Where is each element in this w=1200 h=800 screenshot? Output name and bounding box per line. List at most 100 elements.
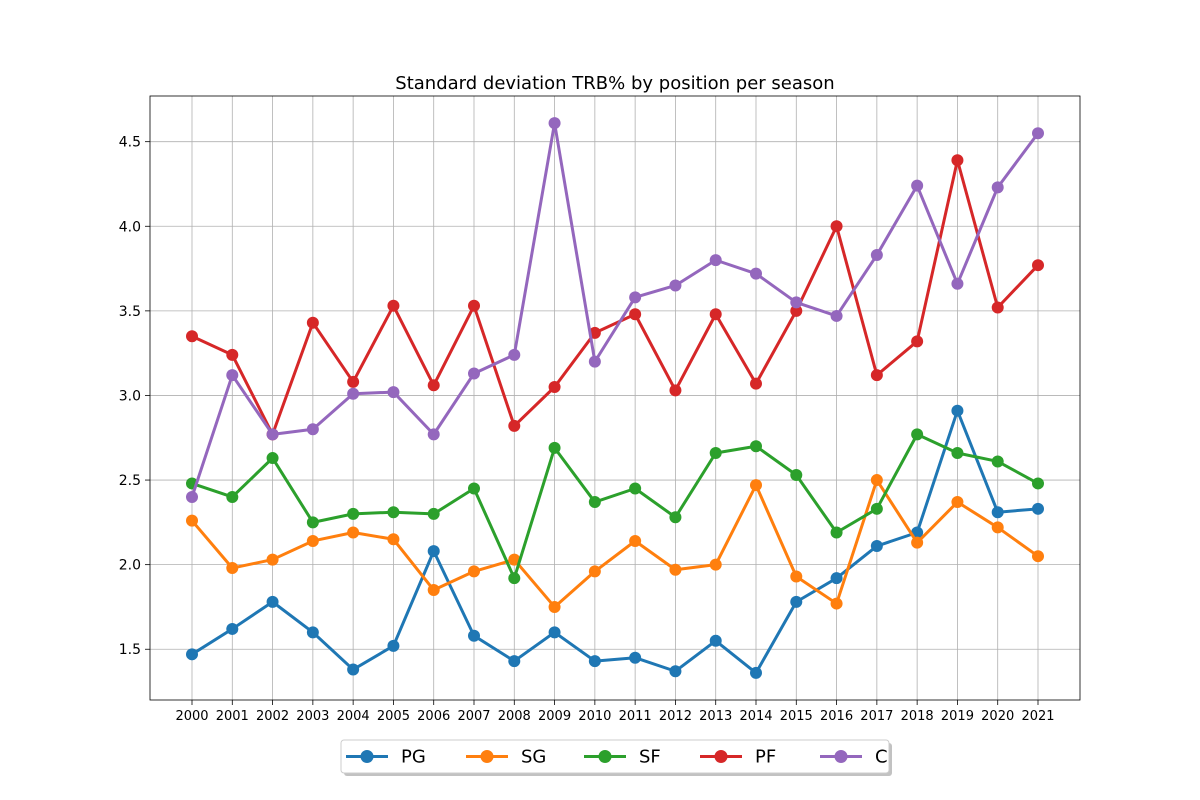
data-point-sg	[347, 526, 360, 539]
data-point-pf	[951, 154, 964, 167]
data-point-sf	[427, 507, 440, 520]
data-point-pg	[991, 506, 1004, 519]
x-tick-label: 2014	[739, 709, 772, 724]
legend-label: PG	[401, 747, 426, 768]
series-layer	[186, 117, 1044, 679]
data-point-sg	[951, 496, 964, 509]
y-tick-label: 3.0	[119, 388, 141, 404]
series-line-sf	[191, 432, 1039, 580]
legend-label: C	[875, 747, 888, 768]
data-point-pg	[427, 545, 440, 558]
legend-item-sf: SF	[584, 747, 661, 768]
data-point-pg	[508, 655, 521, 668]
data-point-sg	[186, 514, 198, 527]
x-tick-label: 2003	[296, 709, 329, 724]
legend-swatch-marker	[834, 750, 848, 763]
data-point-sf	[991, 455, 1004, 468]
legend-item-pg: PG	[346, 747, 426, 768]
data-point-sf	[548, 441, 561, 454]
data-point-c	[629, 291, 642, 304]
data-point-pf	[508, 419, 521, 432]
y-tick-label: 4.0	[119, 219, 141, 235]
data-point-pf	[468, 299, 480, 312]
data-point-c	[548, 117, 561, 130]
x-tick-label: 2015	[780, 709, 813, 724]
data-point-c	[750, 267, 762, 280]
data-point-sg	[669, 563, 682, 576]
data-point-pf	[830, 220, 843, 233]
data-point-c	[870, 249, 883, 262]
data-point-sf	[790, 468, 803, 481]
legend-label: PF	[755, 747, 776, 768]
data-point-pf	[991, 301, 1004, 314]
data-point-c	[790, 296, 803, 309]
data-point-sf	[911, 428, 924, 441]
data-point-sg	[306, 534, 319, 547]
legend-swatch-marker	[714, 750, 728, 763]
series-line-pf	[191, 158, 1040, 436]
data-point-pg	[951, 404, 964, 417]
data-point-sf	[830, 526, 843, 539]
legend-label: SF	[639, 747, 661, 768]
x-tick-label: 2011	[619, 709, 652, 724]
data-point-sg	[387, 533, 400, 546]
data-point-pf	[629, 308, 642, 321]
series-line-c	[190, 121, 1040, 498]
data-point-c	[186, 490, 198, 503]
data-point-pf	[750, 377, 762, 390]
data-point-pg	[468, 629, 480, 642]
x-tick-label: 2018	[901, 709, 934, 724]
data-point-sg	[830, 597, 843, 610]
x-tick-label: 2001	[216, 709, 249, 724]
series-sf	[186, 428, 1044, 585]
series-sg	[186, 474, 1044, 613]
data-point-pg	[830, 572, 843, 585]
data-point-sf	[709, 446, 722, 459]
data-point-c	[468, 367, 480, 380]
data-point-pf	[186, 330, 198, 343]
legend-swatch-marker	[598, 750, 612, 763]
data-point-pf	[226, 348, 239, 361]
data-point-c	[306, 423, 319, 436]
data-point-sg	[266, 553, 279, 566]
data-point-c	[991, 181, 1004, 194]
data-point-pg	[750, 666, 762, 679]
data-point-pg	[266, 595, 279, 608]
data-point-sg	[870, 474, 883, 487]
data-point-sf	[669, 511, 682, 524]
data-point-pg	[306, 626, 319, 639]
data-point-pg	[870, 540, 883, 553]
data-point-sg	[709, 558, 722, 571]
x-tick-label: 2006	[417, 709, 450, 724]
data-point-pg	[669, 665, 682, 678]
series-pf	[186, 154, 1044, 441]
data-point-pf	[870, 369, 883, 382]
data-point-sg	[427, 584, 440, 597]
data-point-pf	[548, 381, 561, 394]
data-point-sf	[1032, 477, 1044, 490]
data-point-sg	[750, 479, 762, 492]
axes: 2000 2001 2002 2003 2004 2005 2006 2007 2008 2009…	[119, 95, 1081, 724]
x-tick-label: 2010	[578, 709, 611, 724]
series-c	[186, 117, 1044, 503]
data-point-pg	[588, 655, 601, 668]
data-point-pg	[629, 651, 642, 664]
x-tick-label: 2019	[941, 709, 974, 724]
data-point-c	[709, 254, 722, 267]
x-tick-label: 2000	[175, 709, 208, 724]
data-point-c	[911, 179, 924, 192]
legend-swatch-marker	[360, 750, 374, 763]
data-point-pf	[387, 299, 400, 312]
x-tick-label: 2007	[457, 709, 490, 724]
legend-swatch-marker	[480, 750, 494, 763]
data-point-pg	[226, 622, 239, 635]
data-point-sg	[1032, 550, 1044, 563]
y-tick-label: 1.5	[119, 642, 141, 658]
data-point-pf	[427, 379, 440, 392]
data-point-pg	[790, 595, 803, 608]
data-point-sf	[306, 516, 319, 529]
data-point-pf	[1032, 259, 1044, 272]
data-point-c	[1032, 127, 1044, 140]
y-tick-label: 2.0	[119, 558, 141, 574]
